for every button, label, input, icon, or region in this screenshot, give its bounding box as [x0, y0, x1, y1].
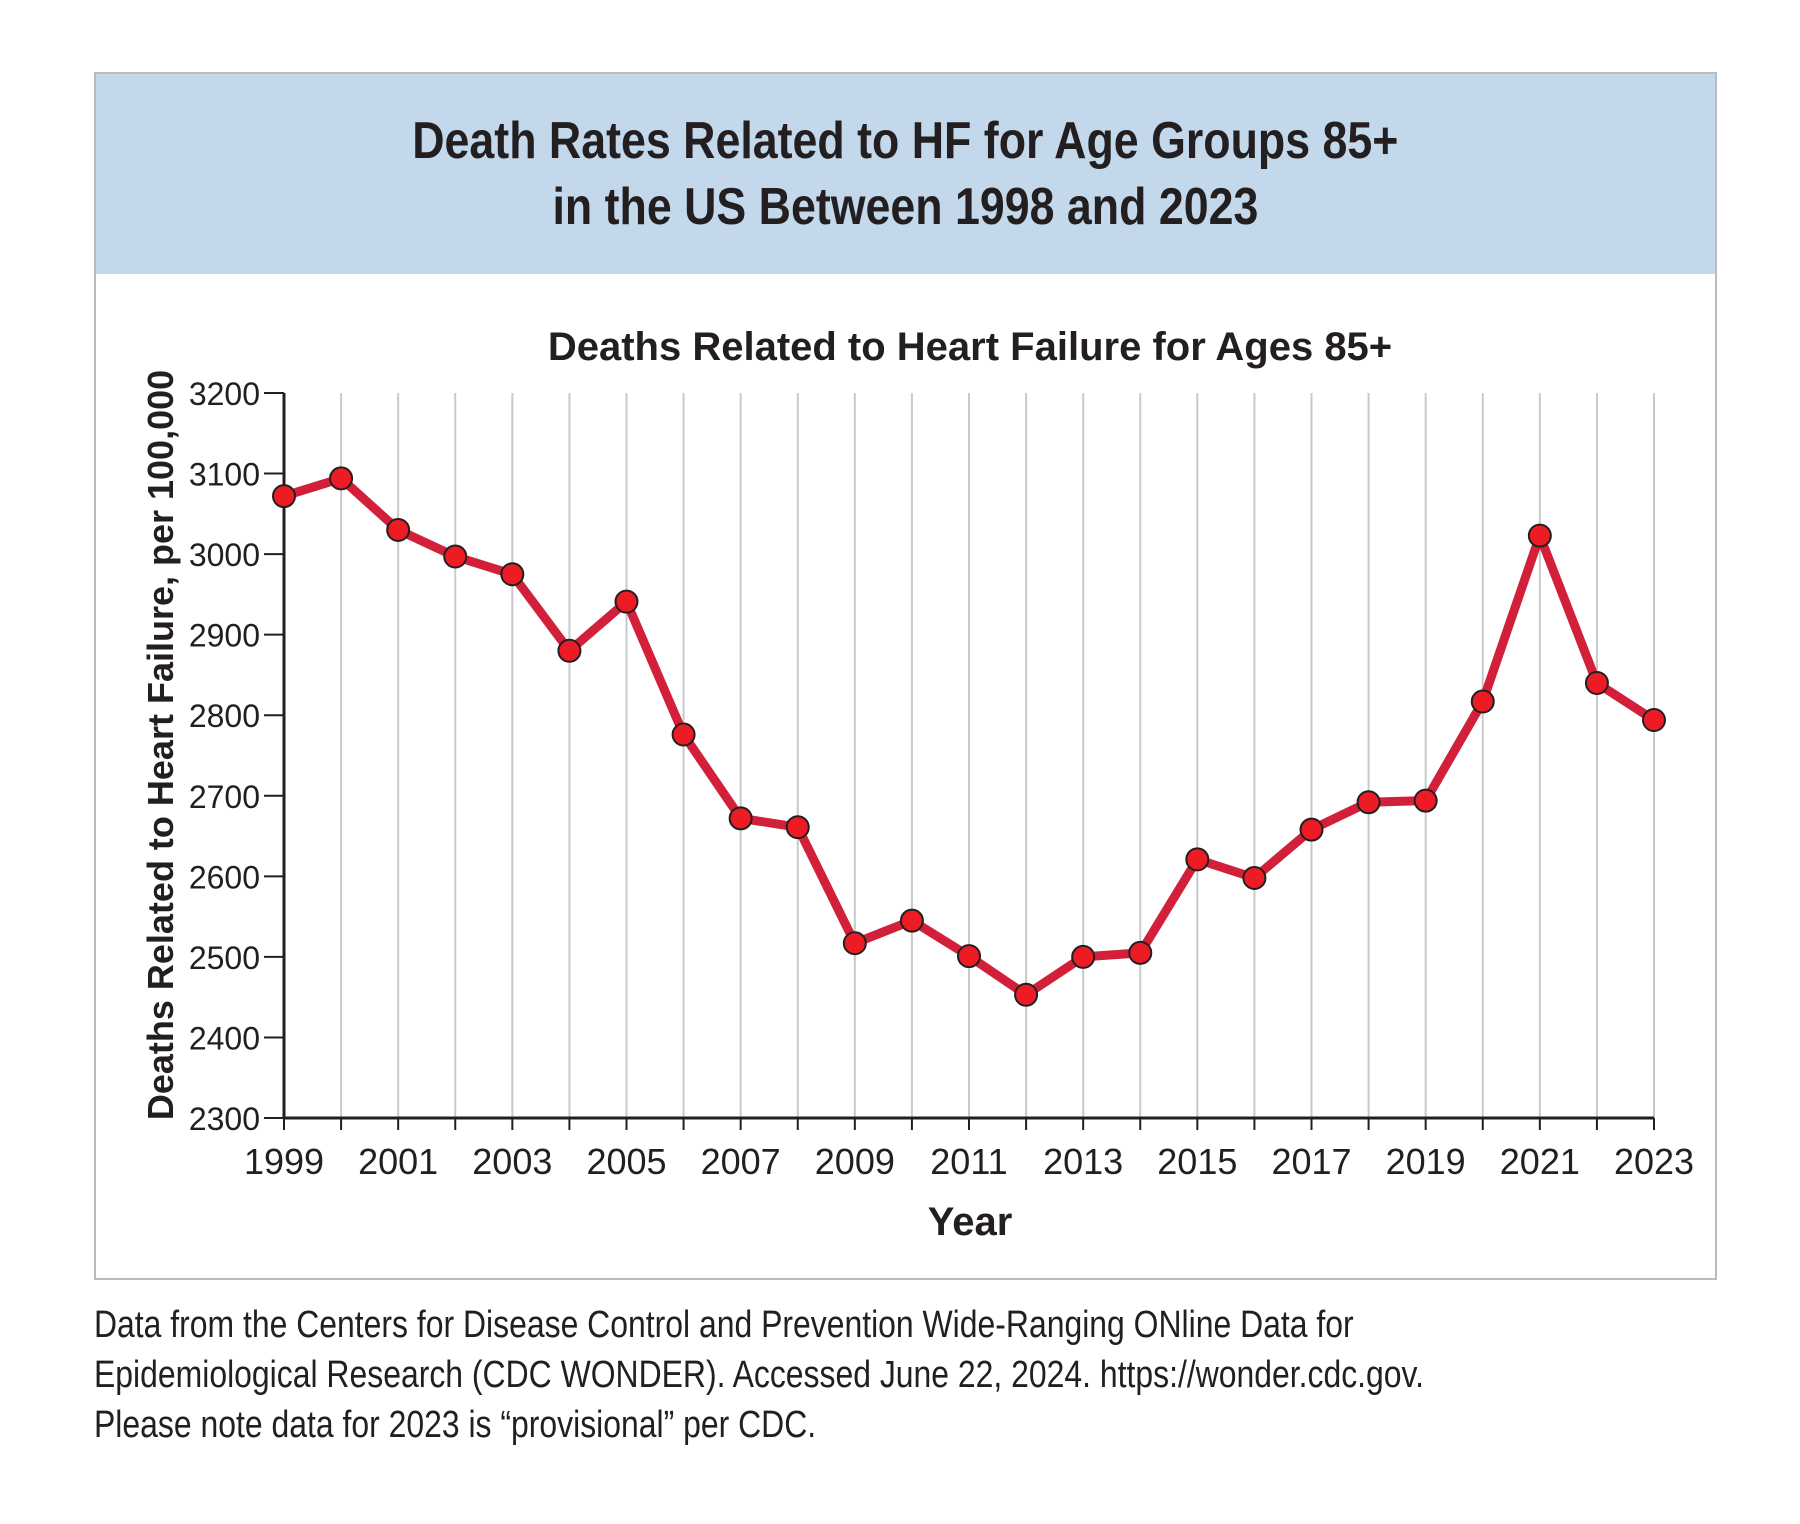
data-point-2013	[1071, 944, 1096, 969]
source-footnote: Data from the Centers for Disease Contro…	[94, 1300, 1714, 1450]
y-tick-label-3000: 3000	[189, 537, 260, 573]
chart-frame: Death Rates Related to HF for Age Groups…	[94, 72, 1717, 1280]
y-tick-label-2700: 2700	[189, 779, 260, 815]
x-tick-label-2021: 2021	[1500, 1141, 1580, 1182]
data-point-2015	[1185, 847, 1210, 872]
y-tick-label-3100: 3100	[189, 457, 260, 493]
data-point-2003	[500, 562, 525, 587]
y-axis-label: Deaths Related to Heart Failure, per 100…	[140, 370, 181, 1120]
y-tick-label-3200: 3200	[189, 376, 260, 412]
data-point-2010	[899, 908, 924, 933]
y-tick-label-2400: 2400	[189, 1020, 260, 1056]
x-tick-label-2013: 2013	[1043, 1141, 1123, 1182]
y-tick-label-2300: 2300	[189, 1101, 260, 1137]
x-tick-label-2017: 2017	[1271, 1141, 1351, 1182]
data-point-2014	[1128, 940, 1153, 965]
data-point-2001	[386, 517, 411, 542]
data-point-2009	[842, 931, 867, 956]
data-point-2022	[1584, 671, 1609, 695]
x-tick-label-1999: 1999	[244, 1141, 324, 1182]
data-point-2012	[1014, 982, 1039, 1007]
data-point-2005	[614, 589, 639, 614]
data-point-2018	[1356, 790, 1381, 815]
data-point-2023	[1642, 708, 1666, 733]
data-point-2007	[728, 806, 753, 831]
y-tick-label-2900: 2900	[189, 618, 260, 654]
footnote-line-3: Please note data for 2023 is “provisiona…	[94, 1404, 817, 1446]
x-tick-label-2015: 2015	[1157, 1141, 1237, 1182]
x-tick-label-2007: 2007	[701, 1141, 781, 1182]
y-tick-label-2800: 2800	[189, 698, 260, 734]
line-chart: Deaths Related to Heart Failure for Ages…	[140, 325, 1694, 1244]
data-point-2004	[557, 638, 582, 663]
x-axis-ticks: 1999 2001 2003 2005 2007 2009 2011 2013 2015 2017…	[244, 1118, 1694, 1182]
data-point-2002	[443, 544, 468, 569]
data-point-2021	[1527, 523, 1552, 548]
data-point-2017	[1299, 817, 1324, 842]
header-banner: Death Rates Related to HF for Age Groups…	[96, 74, 1715, 274]
x-tick-label-2005: 2005	[586, 1141, 666, 1182]
page-title-line-2: in the US Between 1998 and 2023	[552, 178, 1259, 236]
y-tick-label-2600: 2600	[189, 859, 260, 895]
data-point-2011	[957, 944, 981, 969]
data-point-1999	[272, 484, 296, 509]
x-tick-label-2001: 2001	[358, 1141, 438, 1182]
footnote-line-2: Epidemiological Research (CDC WONDER). A…	[94, 1354, 1425, 1396]
data-point-2020	[1470, 689, 1495, 714]
data-point-2019	[1413, 788, 1438, 813]
data-point-2008	[785, 815, 810, 840]
x-tick-label-2011: 2011	[930, 1141, 1007, 1182]
x-tick-label-2019: 2019	[1386, 1141, 1466, 1182]
x-tick-label-2009: 2009	[815, 1141, 895, 1182]
data-point-2000	[329, 466, 354, 491]
x-tick-label-2003: 2003	[472, 1141, 552, 1182]
y-axis-ticks: 2300 2400 2500 2600 2700 2800 2900 3000 3100 3200	[189, 376, 284, 1137]
x-axis-label: Year	[928, 1200, 1013, 1244]
chart-title: Deaths Related to Heart Failure for Ages…	[548, 325, 1392, 369]
footnote-line-1: Data from the Centers for Disease Contro…	[94, 1304, 1354, 1346]
data-point-2006	[671, 722, 696, 747]
data-point-2016	[1242, 865, 1267, 890]
vertical-gridlines	[340, 393, 1655, 1118]
data-points	[272, 466, 1666, 1007]
x-tick-label-2023: 2023	[1614, 1141, 1694, 1182]
page-title-line-1: Death Rates Related to HF for Age Groups…	[412, 112, 1399, 170]
y-tick-label-2500: 2500	[189, 940, 260, 976]
